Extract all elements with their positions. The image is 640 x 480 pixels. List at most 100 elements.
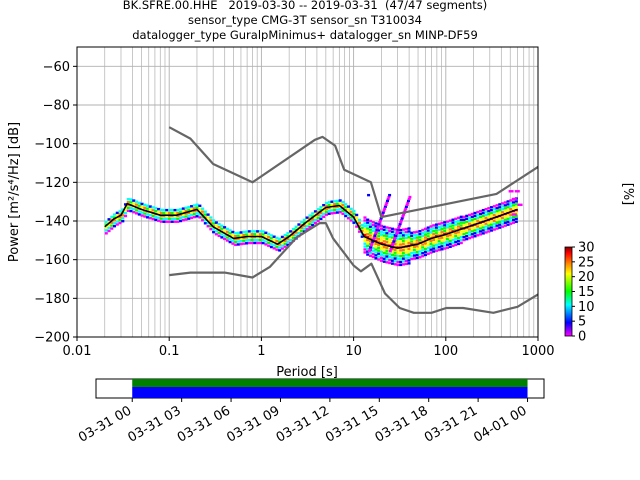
density-cell [399,221,402,223]
density-cell [141,214,144,216]
density-cell [509,205,512,207]
density-cell [182,219,185,221]
density-cell [449,243,452,245]
density-cell [402,260,405,262]
density-cell [339,199,342,201]
density-cell [487,230,490,232]
density-cell [380,228,383,230]
density-cell [501,208,504,210]
density-cell [160,209,163,211]
density-cell [440,225,443,227]
density-cell [168,209,171,211]
density-cell [165,218,168,220]
density-cell [190,205,193,207]
density-cell [372,253,375,255]
coverage-tick-label: 03-31 12 [274,403,332,445]
density-cell [405,239,408,241]
density-cell [402,234,405,236]
density-cell [237,235,240,237]
density-cell [405,234,408,236]
density-cell [427,229,430,231]
density-cell [457,231,460,233]
density-cell [410,249,413,251]
density-cell [416,239,419,241]
density-cell [377,252,380,254]
coverage-ticks: 03-31 0003-31 0303-31 0603-31 0903-31 12… [76,398,529,446]
density-cell [410,255,413,257]
density-cell [262,239,265,241]
density-cell [333,203,336,205]
density-cell [490,206,493,208]
density-cell [171,218,174,220]
density-cell [367,194,370,196]
density-cell [380,231,383,233]
density-cell [471,233,474,235]
density-cell [407,227,410,229]
density-cell [179,208,182,210]
density-cell [369,255,372,257]
coverage-tick-label: 03-31 06 [175,403,233,445]
density-cell [394,260,397,262]
density-cell [496,213,499,215]
density-cell [421,229,424,231]
density-cell [330,201,333,203]
density-cell [463,221,466,223]
density-cell [515,203,518,205]
density-cell [193,216,196,218]
density-cell [119,210,122,212]
density-cell [446,223,449,225]
coverage-tick-label: 03-31 15 [323,403,381,445]
density-cell [196,212,199,214]
colorbar-tick-label: 15 [578,285,595,300]
density-cell [509,190,514,192]
density-cell [454,223,457,225]
density-cell [399,243,402,245]
colorbar-tick-label: 30 [578,241,595,256]
density-cell [485,228,488,230]
density-cell [468,231,471,233]
density-cell [471,213,474,215]
density-cell [330,209,333,211]
coverage-tick-label: 03-31 09 [224,403,282,445]
density-cell [463,233,466,235]
density-cell [377,258,380,260]
density-cell [385,250,388,252]
density-cell [124,212,127,214]
density-cell [273,244,276,246]
density-cell [168,212,171,214]
density-cell [402,243,405,245]
density-cell [385,261,388,263]
density-cell [490,221,493,223]
density-cell [385,255,388,257]
density-cell [130,210,133,212]
density-cell [465,229,468,231]
density-cell [435,241,438,243]
density-cell [410,252,413,254]
density-cell [163,209,166,211]
density-cell [405,263,408,265]
density-cell [212,231,215,233]
density-cell [410,258,413,260]
density-cell [377,235,380,237]
density-cell [256,230,259,232]
density-cell [146,207,149,209]
density-cell [171,221,174,223]
density-cell [220,227,223,229]
density-cell [152,215,155,217]
density-cell [347,205,350,207]
density-cell [352,213,355,215]
coverage-tick-label: 03-31 18 [373,403,431,445]
density-cell [248,230,251,232]
density-cell [449,228,452,230]
density-cell [229,238,232,240]
density-cell [493,220,496,222]
density-cell [451,227,454,229]
density-cell [127,210,130,212]
density-cell [372,250,375,252]
density-cell [292,228,295,230]
density-cell [248,239,251,241]
density-cell [300,230,303,232]
density-cell [482,215,485,217]
density-cell [259,242,262,244]
density-cell [446,247,449,249]
